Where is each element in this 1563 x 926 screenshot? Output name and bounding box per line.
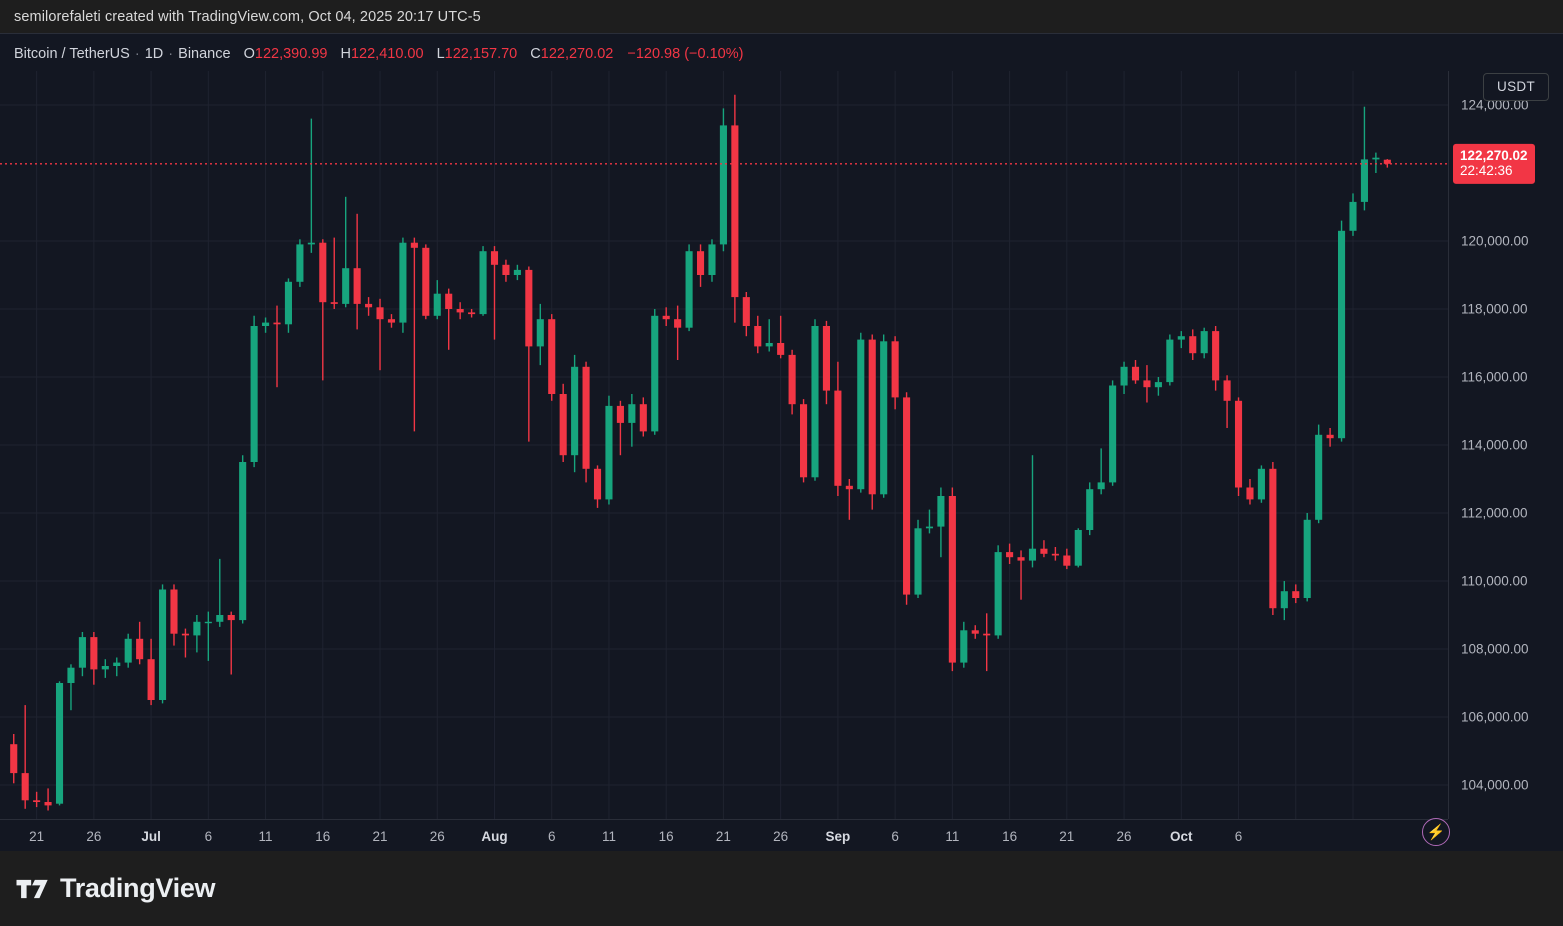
time-tick-label: 16: [658, 829, 674, 844]
price-tick-label: 108,000.00: [1461, 641, 1529, 657]
time-tick-label: 11: [258, 829, 273, 844]
chart-panel: Bitcoin / TetherUS · 1D · Binance O122,3…: [0, 33, 1563, 851]
time-tick-label: 26: [773, 829, 789, 844]
time-tick-label: 16: [315, 829, 331, 844]
legend-high-value: 122,410.00: [350, 46, 424, 62]
time-tick-label: Jul: [141, 829, 161, 844]
currency-badge-label: USDT: [1497, 79, 1535, 94]
time-tick-label: 21: [1059, 829, 1075, 844]
time-tick-label: 16: [1002, 829, 1018, 844]
time-scale[interactable]: 21 26 Jul 6 11 16 21 26 Aug 6 11 16 21 26 Sep 6 11 16 21 26…: [0, 819, 1448, 851]
legend-separator-2: ·: [168, 46, 174, 62]
currency-badge[interactable]: USDT: [1483, 73, 1549, 101]
time-tick-label: 6: [891, 829, 899, 844]
price-tick-label: 118,000.00: [1461, 301, 1528, 317]
legend-high-key: H: [340, 46, 351, 62]
time-tick-label: 11: [945, 829, 960, 844]
attribution-text: semilorefaleti created with TradingView.…: [14, 8, 481, 25]
legend-separator-1: ·: [134, 46, 140, 62]
time-tick-label: 26: [86, 829, 102, 844]
current-price-tag[interactable]: 122,270.02 22:42:36: [1453, 143, 1535, 184]
legend-interval[interactable]: 1D: [144, 46, 164, 62]
time-tick-label: 21: [29, 829, 45, 844]
chart-plot-area[interactable]: [0, 71, 1448, 819]
price-tick-label: 120,000.00: [1461, 233, 1529, 249]
time-tick-label: 6: [1234, 829, 1243, 844]
chart-legend: Bitcoin / TetherUS · 1D · Binance O122,3…: [14, 46, 743, 62]
legend-open-value: 122,390.99: [254, 46, 328, 62]
time-tick-label: 26: [1116, 829, 1132, 844]
time-tick-label: Aug: [481, 829, 508, 844]
time-tick-label: 11: [601, 829, 616, 844]
time-tick-label: 21: [715, 829, 731, 844]
legend-symbol[interactable]: Bitcoin / TetherUS: [14, 46, 130, 62]
time-tick-label: Sep: [825, 829, 851, 844]
lightning-bolt-icon[interactable]: ⚡: [1422, 818, 1450, 846]
legend-close-value: 122,270.02: [540, 46, 614, 62]
price-tick-label: 124,000.00: [1461, 97, 1529, 113]
time-tick-label: 21: [372, 829, 388, 844]
tradingview-wordmark: TradingView: [60, 873, 216, 903]
price-scale[interactable]: 124,000.00 120,000.00 118,000.00 116,000.00…: [1448, 71, 1563, 819]
lightning-bolt-glyph: ⚡: [1426, 824, 1446, 841]
attribution-bar: semilorefaleti created with TradingView.…: [0, 0, 1563, 33]
price-tick-label: 104,000.00: [1461, 777, 1529, 793]
current-price-value: 122,270.02: [1460, 147, 1528, 163]
price-tick-label: 106,000.00: [1461, 709, 1529, 725]
price-tick-label: 116,000.00: [1461, 369, 1528, 385]
candlestick-svg: [0, 71, 1448, 819]
legend-exchange[interactable]: Binance: [178, 46, 231, 62]
price-tick-label: 112,000.00: [1461, 505, 1528, 521]
time-tick-label: 6: [547, 829, 556, 844]
time-tick-label: 26: [429, 829, 445, 844]
time-tick-label: 6: [204, 829, 213, 844]
legend-low-key: L: [436, 46, 445, 62]
legend-change: −120.98 (−0.10%): [627, 46, 744, 62]
legend-low-value: 122,157.70: [444, 46, 518, 62]
price-tick-label: 114,000.00: [1461, 437, 1528, 453]
price-countdown: 22:42:36: [1460, 163, 1513, 179]
time-tick-label: Oct: [1170, 829, 1193, 844]
legend-open-key: O: [243, 46, 255, 62]
tradingview-logo-icon: [16, 879, 48, 898]
legend-close-key: C: [530, 46, 541, 62]
footer-branding: TradingView: [0, 851, 1563, 926]
price-tick-label: 110,000.00: [1461, 573, 1528, 589]
